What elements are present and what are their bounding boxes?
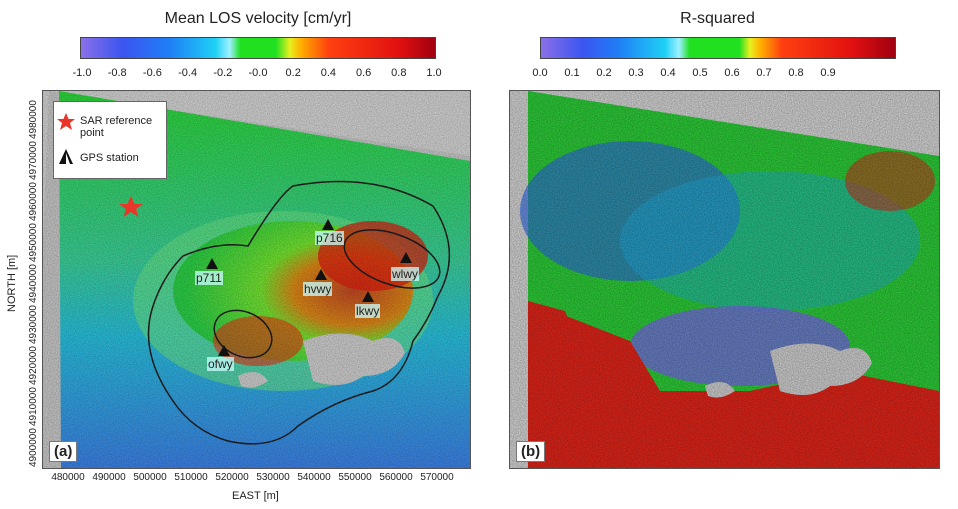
- rsquared-colorbar-tick-label: 0.5: [692, 67, 708, 79]
- velocity-colorbar: [80, 37, 436, 59]
- left-title: Mean LOS velocity [cm/yr]: [164, 10, 352, 27]
- x-tick-label: 480000: [51, 472, 85, 483]
- station-label-lkwy: lkwy: [355, 304, 381, 318]
- station-label-p716: p716: [315, 231, 344, 245]
- panel-label-a: (a): [49, 441, 78, 462]
- y-tick-label: 4940000: [28, 264, 39, 303]
- gps-triangle-icon: [59, 149, 73, 164]
- x-axis-label: EAST [m]: [232, 490, 279, 502]
- rsquared-colorbar-tick-label: 0.6: [724, 67, 740, 79]
- x-tick-label: 500000: [133, 472, 167, 483]
- velocity-colorbar-tick-label: 0.8: [391, 67, 407, 79]
- y-tick-label: 4980000: [28, 100, 39, 139]
- legend-star-label: SAR reference point: [80, 115, 153, 139]
- velocity-colorbar-tick-label: -0.6: [142, 67, 162, 79]
- rsquared-colorbar-tick-label: 0.8: [788, 67, 804, 79]
- station-label-hvwy: hvwy: [303, 282, 333, 296]
- x-tick-label: 550000: [338, 472, 372, 483]
- station-label-p711: p711: [195, 271, 223, 285]
- velocity-colorbar-tick-label: 0.4: [320, 67, 337, 79]
- y-tick-label: 4970000: [28, 141, 39, 180]
- velocity-colorbar-tick-label: -0.8: [107, 67, 127, 79]
- y-tick-label: 4930000: [28, 305, 39, 344]
- rsquared-colorbar: [540, 37, 896, 59]
- right-title: R-squared: [680, 10, 755, 27]
- x-tick-label: 540000: [297, 472, 331, 483]
- rsquared-colorbar-tick-label: 0.3: [628, 67, 644, 79]
- rsquared-map-panel: (b): [509, 90, 940, 469]
- station-label-wlwy: wlwy: [391, 267, 419, 281]
- rsquared-colorbar-tick-label: 0.9: [820, 67, 836, 79]
- station-label-ofwy: ofwy: [207, 357, 234, 371]
- map-legend: SAR reference point GPS station: [53, 101, 167, 179]
- y-tick-label: 4920000: [28, 346, 39, 385]
- y-tick-label: 4960000: [28, 182, 39, 221]
- x-tick-label: 490000: [92, 472, 126, 483]
- x-tick-label: 520000: [215, 472, 249, 483]
- sar-reference-star-icon: [119, 196, 143, 217]
- rsquared-colorbar-tick-label: 0.4: [660, 67, 676, 79]
- rsquared-map: [510, 91, 939, 468]
- velocity-colorbar-tick-label: -0.2: [213, 67, 233, 79]
- x-tick-label: 530000: [256, 472, 290, 483]
- velocity-colorbar-tick-label: -0.0: [248, 67, 268, 79]
- velocity-map-panel: p716 p711 hvwy wlwy lkwy ofwy SAR refere…: [42, 90, 471, 469]
- gps-station-icon: [322, 219, 334, 230]
- y-tick-label: 4950000: [28, 223, 39, 262]
- star-icon: [57, 113, 75, 130]
- rsquared-colorbar-tick-label: 0.2: [596, 67, 612, 79]
- y-axis-label: NORTH [m]: [6, 254, 18, 312]
- legend-gps-label: GPS station: [80, 152, 139, 164]
- x-tick-label: 560000: [379, 472, 413, 483]
- x-tick-label: 510000: [174, 472, 208, 483]
- gps-station-markers: [206, 219, 412, 356]
- gps-station-icon: [315, 269, 327, 280]
- gps-station-icon: [362, 291, 374, 302]
- x-tick-label: 570000: [420, 472, 454, 483]
- velocity-colorbar-tick-label: -1.0: [72, 67, 92, 79]
- rsquared-colorbar-tick-label: 0.1: [564, 67, 580, 79]
- velocity-colorbar-tick-label: 1.0: [426, 67, 442, 79]
- velocity-colorbar-tick-label: -0.4: [178, 67, 198, 79]
- y-tick-label: 4910000: [28, 387, 39, 426]
- rsquared-colorbar-tick-label: 0.0: [532, 67, 548, 79]
- velocity-colorbar-tick-label: 0.6: [355, 67, 372, 79]
- rsquared-colorbar-tick-label: 0.7: [756, 67, 772, 79]
- gps-station-icon: [400, 252, 412, 263]
- gps-station-icon: [218, 345, 230, 356]
- velocity-colorbar-tick-label: 0.2: [285, 67, 301, 79]
- gps-station-icon: [206, 258, 218, 269]
- velocity-map: [43, 91, 470, 468]
- panel-label-b: (b): [516, 441, 546, 462]
- y-tick-label: 4900000: [28, 428, 39, 467]
